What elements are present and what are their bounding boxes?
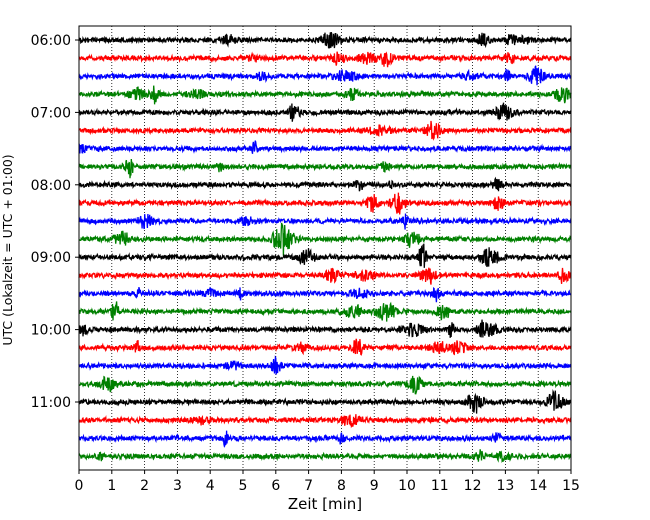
trace-0745 — [78, 158, 572, 179]
y-axis-ticks: 06:00 07:00 08:00 09:00 10:00 11:00 — [31, 33, 79, 411]
trace-0845 — [78, 222, 572, 256]
trace-0730 — [78, 140, 572, 154]
x-tick-label: 12 — [464, 478, 482, 494]
x-tick-label: 2 — [140, 478, 149, 494]
x-axis-label: Zeit [min] — [288, 495, 362, 513]
x-tick-label: 0 — [75, 478, 84, 494]
x-tick-label: 6 — [271, 478, 280, 494]
trace-1145 — [78, 449, 572, 464]
seismic-traces — [78, 31, 572, 464]
trace-0830 — [78, 213, 572, 230]
trace-0645 — [78, 85, 572, 105]
trace-1000 — [78, 319, 572, 338]
trace-0615 — [78, 51, 572, 68]
trace-1030 — [78, 355, 572, 375]
x-tick-label: 1 — [107, 478, 116, 494]
y-axis-label: UTC (Lokalzeit = UTC + 01:00) — [0, 154, 15, 345]
y-tick-label: 09:00 — [31, 250, 71, 266]
trace-1130 — [78, 430, 572, 448]
trace-1100 — [78, 389, 572, 414]
x-tick-label: 8 — [337, 478, 346, 494]
trace-0715 — [78, 120, 572, 141]
trace-1115 — [78, 414, 572, 429]
trace-0800 — [78, 176, 572, 192]
x-tick-label: 10 — [398, 478, 416, 494]
x-tick-label: 7 — [304, 478, 313, 494]
y-tick-label: 07:00 — [31, 105, 71, 121]
x-tick-label: 5 — [239, 478, 248, 494]
trace-0815 — [78, 192, 572, 215]
trace-0700 — [78, 102, 572, 122]
y-tick-label: 08:00 — [31, 178, 71, 194]
y-tick-label: 11:00 — [31, 395, 71, 411]
trace-0900 — [78, 243, 572, 268]
x-axis-ticks: 0 1 2 3 4 5 6 7 8 9 10 11 12 13 14 15 — [75, 470, 580, 494]
trace-0600 — [78, 31, 572, 49]
x-tick-label: 15 — [562, 478, 580, 494]
x-tick-label: 13 — [496, 478, 514, 494]
trace-0915 — [78, 267, 572, 285]
x-tick-label: 9 — [370, 478, 379, 494]
x-tick-label: 4 — [206, 478, 215, 494]
trace-1015 — [78, 338, 572, 356]
x-tick-label: 3 — [173, 478, 182, 494]
y-tick-label: 06:00 — [31, 33, 71, 49]
trace-0930 — [78, 286, 572, 303]
plot-frame — [78, 25, 572, 471]
trace-0630 — [78, 65, 572, 86]
trace-1045 — [78, 375, 572, 395]
y-tick-label: 10:00 — [31, 323, 71, 339]
x-tick-label: 11 — [431, 478, 449, 494]
x-tick-label: 14 — [529, 478, 547, 494]
trace-0945 — [78, 301, 572, 322]
